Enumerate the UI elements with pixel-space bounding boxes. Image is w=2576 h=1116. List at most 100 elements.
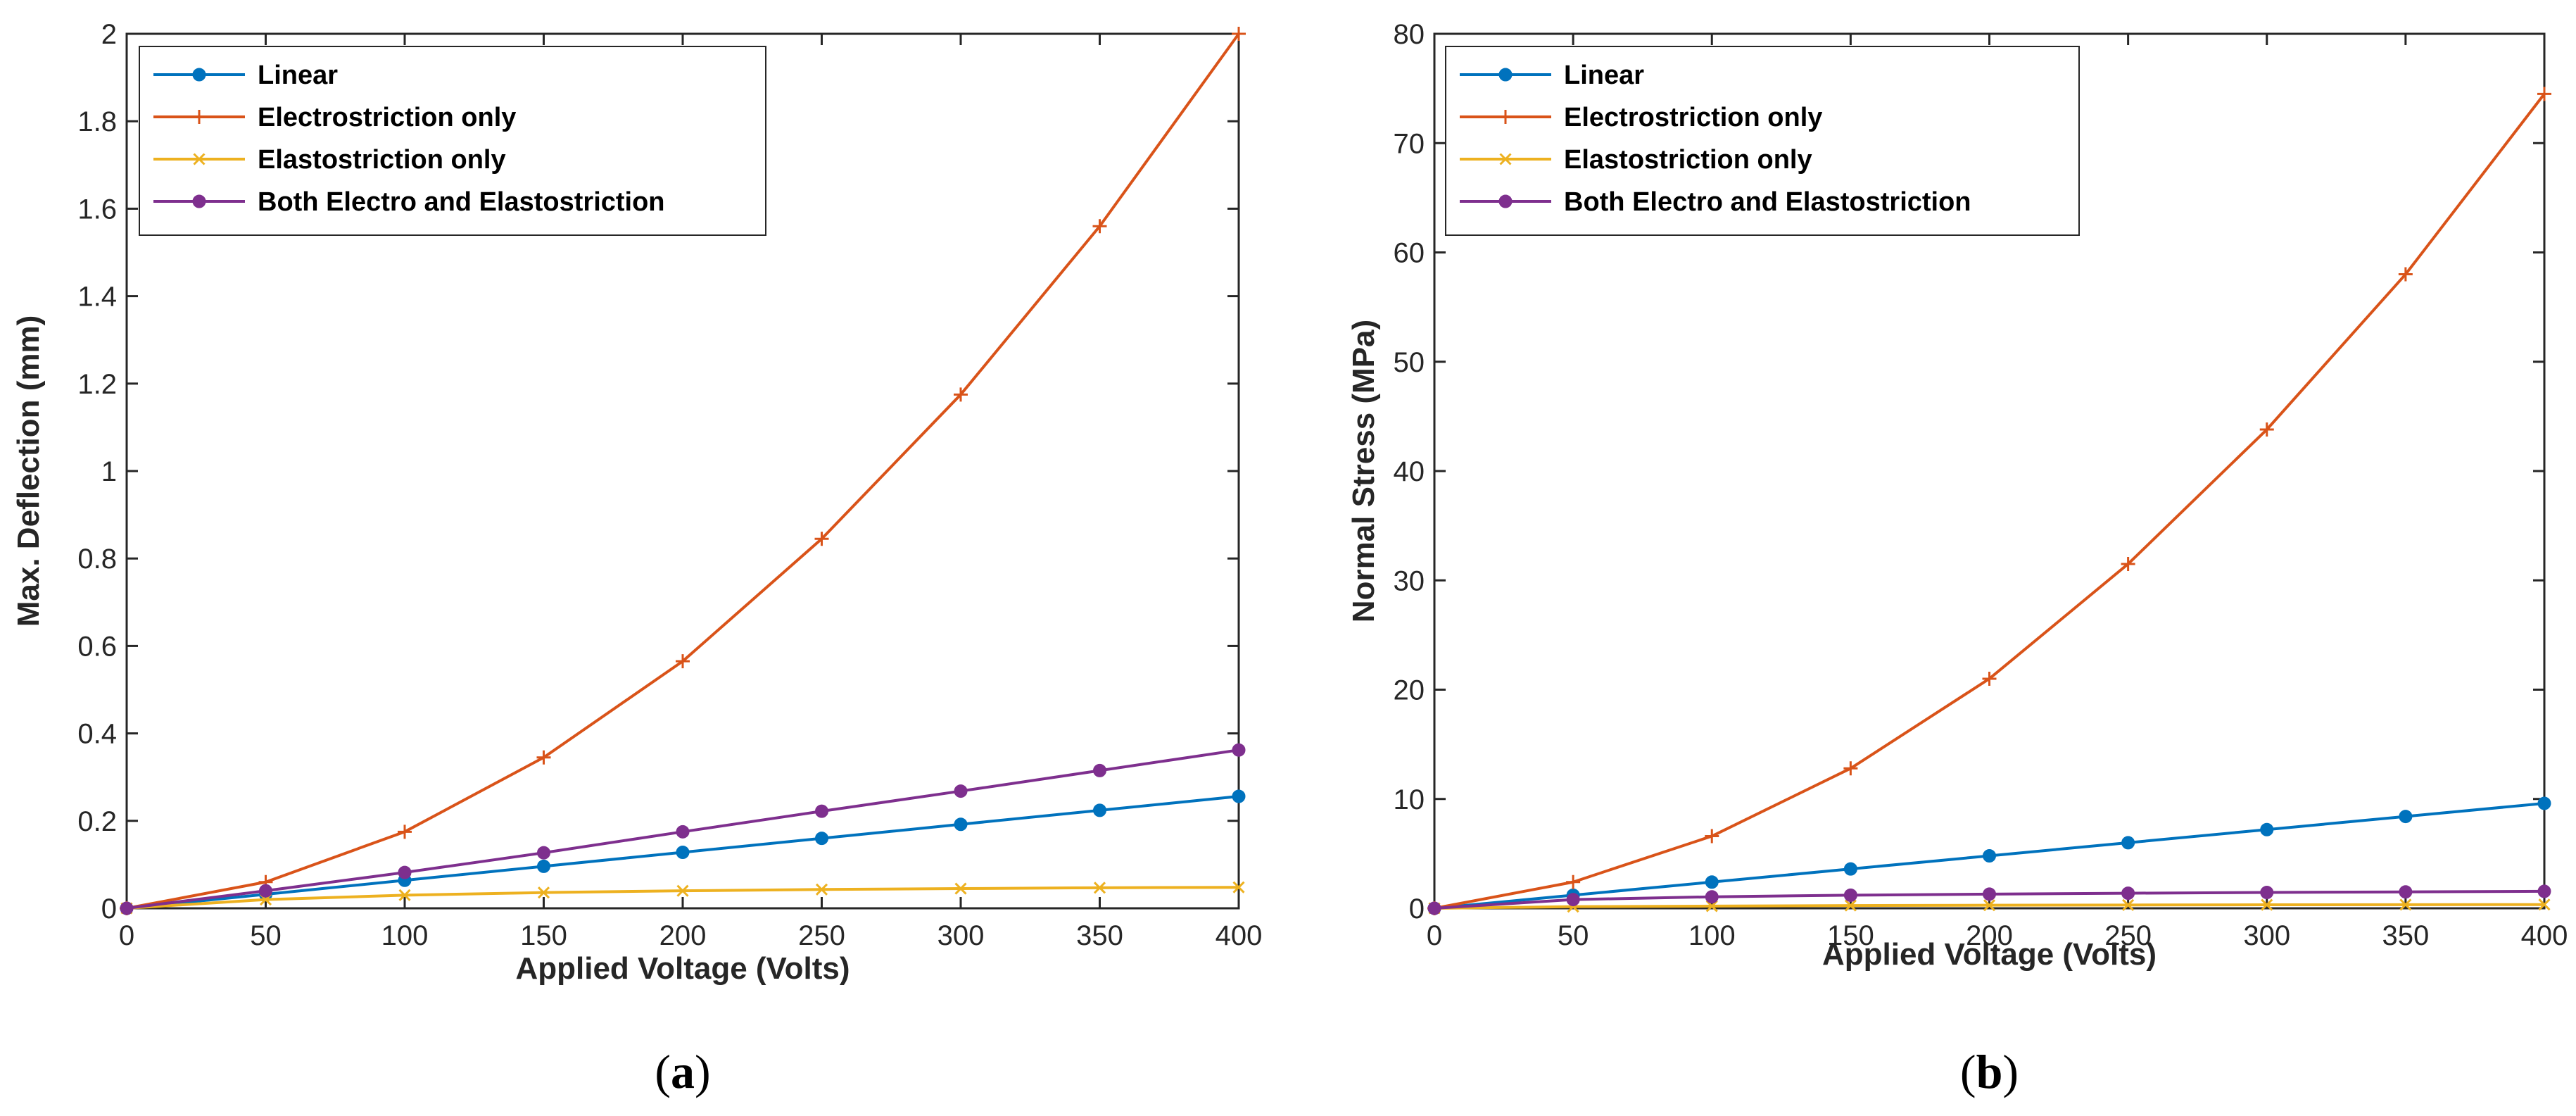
data-point	[1843, 862, 1857, 876]
data-point	[2261, 898, 2273, 911]
data-point	[2121, 556, 2135, 571]
data-point	[676, 654, 690, 669]
y-tick-label: 10	[1394, 784, 1425, 815]
legend-marker	[192, 110, 206, 124]
y-tick-label: 50	[1394, 347, 1425, 378]
data-point	[1232, 789, 1246, 803]
data-point	[1983, 848, 1996, 863]
legend-marker	[1499, 153, 1512, 165]
data-point	[1093, 803, 1106, 817]
legend-entry: Both Electro and Elastostriction	[1564, 187, 1971, 217]
data-point	[2399, 898, 2412, 911]
data-point	[1844, 899, 1857, 912]
legend-entry: Linear	[1564, 61, 1644, 90]
x-tick-label: 250	[798, 920, 845, 951]
data-point	[1427, 901, 1441, 915]
y-tick-label: 80	[1394, 19, 1425, 50]
chart-panel-a: 0 50 100 150 200 250 300 350 400 0 0.2 0.4 0.6 0.8 1 1.…	[11, 19, 1262, 1098]
y-tick-label: 40	[1394, 456, 1425, 487]
data-point	[536, 750, 551, 765]
data-point	[815, 883, 828, 896]
x-tick-label: 150	[520, 920, 567, 951]
data-point	[2537, 87, 2551, 101]
data-point	[954, 784, 968, 798]
data-point	[676, 825, 690, 839]
y-tick-label: 2	[101, 19, 117, 50]
panel-label: (b)	[1960, 1045, 2019, 1098]
y-tick-label: 20	[1394, 675, 1425, 706]
data-point	[2399, 885, 2413, 899]
x-tick-label: 350	[2382, 920, 2430, 951]
data-point	[1843, 761, 1858, 776]
data-point	[537, 886, 550, 899]
y-tick-label: 0	[1409, 894, 1425, 924]
y-tick-label: 70	[1394, 128, 1425, 159]
x-tick-label: 100	[381, 920, 429, 951]
data-point	[954, 817, 968, 832]
y-tick-label: 0	[101, 894, 117, 924]
legend-marker	[1498, 194, 1513, 208]
x-axis-title: Applied Voltage (Volts)	[515, 951, 850, 986]
y-tick-label: 1.4	[77, 282, 117, 313]
data-point	[1843, 888, 1857, 902]
data-point	[1566, 874, 1581, 889]
y-axis-title: Normal Stress (MPa)	[1346, 320, 1381, 622]
legend-entry: Linear	[258, 61, 338, 90]
data-point	[2121, 886, 2135, 901]
x-tick-label: 0	[119, 920, 134, 951]
y-axis-title: Max. Deflection (mm)	[11, 315, 46, 627]
x-tick-label: 150	[1827, 920, 1874, 951]
data-point	[1566, 893, 1580, 907]
x-tick-label: 300	[937, 920, 985, 951]
data-point	[1092, 219, 1107, 234]
data-point	[954, 882, 967, 895]
data-point	[1983, 899, 1996, 912]
data-point	[814, 532, 829, 546]
data-point	[1705, 890, 1719, 904]
x-axis-title: Applied Voltage (Volts)	[1822, 937, 2157, 972]
x-tick-label: 0	[1427, 920, 1442, 951]
y-tick-label: 0.4	[77, 719, 117, 750]
x-tick-label: 200	[659, 920, 707, 951]
data-point	[1705, 829, 1719, 844]
data-point	[398, 825, 412, 839]
data-point	[2399, 810, 2413, 824]
data-point	[259, 884, 272, 898]
legend-box	[1445, 46, 2080, 236]
data-point	[2121, 836, 2135, 850]
data-point	[2122, 898, 2135, 911]
y-tick-label: 0.8	[77, 544, 117, 575]
x-tick-label: 400	[2521, 920, 2568, 951]
data-point	[2259, 422, 2274, 437]
legend-box	[139, 46, 766, 236]
legend-entry: Elastostriction only	[258, 145, 506, 175]
y-tick-label: 0.6	[77, 631, 117, 662]
data-point	[1983, 887, 1996, 901]
data-point	[1093, 763, 1106, 777]
legend-marker	[1498, 68, 1513, 82]
data-point	[1232, 743, 1246, 757]
legend-marker	[192, 68, 206, 82]
data-point	[2537, 884, 2551, 898]
data-point	[1232, 27, 1246, 41]
y-tick-label: 1.8	[77, 106, 117, 137]
x-tick-label: 300	[2243, 920, 2290, 951]
data-point	[815, 804, 828, 818]
data-point	[537, 846, 550, 860]
data-point	[537, 859, 550, 873]
chart-panel-b: 0 50 100 150 200 250 300 350 400 0 10 20 30 40 50 60 70 8…	[1346, 19, 2568, 1098]
data-point	[2260, 822, 2274, 836]
y-tick-label: 30	[1394, 565, 1425, 596]
x-tick-label: 400	[1216, 920, 1263, 951]
data-point	[676, 884, 689, 897]
y-tick-label: 60	[1394, 238, 1425, 269]
y-tick-label: 1.2	[77, 369, 117, 400]
data-point	[815, 832, 828, 846]
legend-entry: Electrostriction only	[258, 103, 516, 132]
legend-entry: Elastostriction only	[1564, 145, 1812, 175]
data-point	[1705, 875, 1719, 889]
data-point	[1705, 900, 1718, 913]
x-tick-label: 200	[1966, 920, 2013, 951]
data-point	[398, 865, 412, 879]
